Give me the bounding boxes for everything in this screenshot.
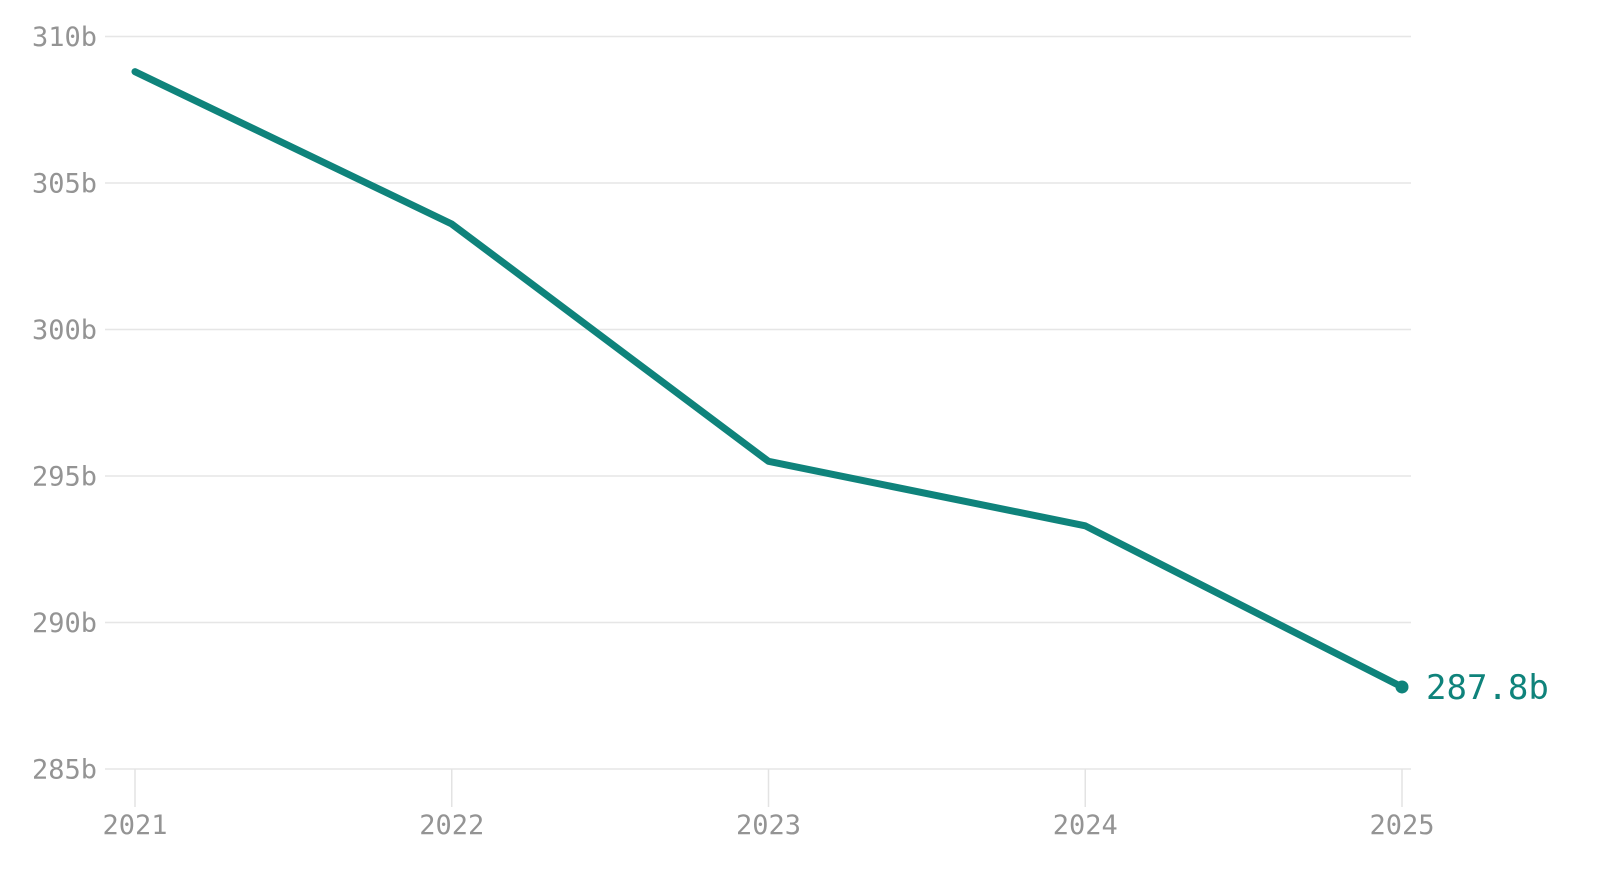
x-axis-label: 2021 (102, 810, 167, 841)
x-axis-label: 2022 (419, 810, 484, 841)
x-axis-label: 2025 (1369, 810, 1434, 841)
y-axis-label: 290b (32, 608, 97, 639)
y-axis-label: 295b (32, 462, 97, 493)
y-axis-label: 305b (32, 169, 97, 200)
x-axis-label: 2023 (736, 810, 801, 841)
y-axis-label: 300b (32, 315, 97, 346)
end-point-label: 287.8b (1426, 668, 1549, 708)
y-axis-label: 310b (32, 22, 97, 53)
data-line (131, 68, 1406, 691)
end-point-dot (1395, 680, 1409, 694)
x-axis-label: 2024 (1053, 810, 1118, 841)
y-axis-label: 285b (32, 755, 97, 786)
